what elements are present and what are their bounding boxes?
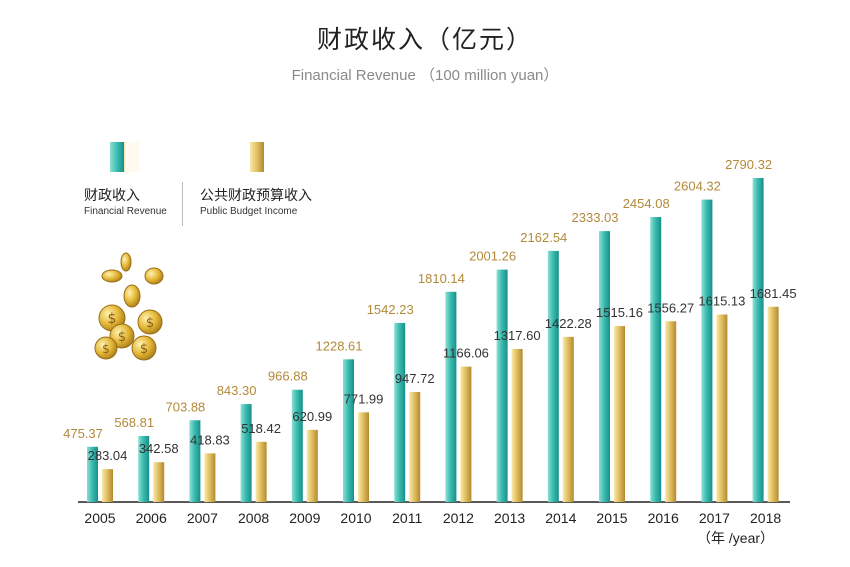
- data-label-financial-revenue-2016: 2454.08: [623, 196, 670, 211]
- bar-financial-revenue-2007: [189, 420, 201, 502]
- legend-label-public-budget-income-en: Public Budget Income: [200, 206, 298, 217]
- data-label-financial-revenue-2009: 966.88: [268, 369, 308, 384]
- x-tick-label-2014: 2014: [545, 510, 576, 526]
- data-label-financial-revenue-2014: 2162.54: [520, 230, 567, 245]
- bar-public-budget-income-2017: [716, 314, 728, 502]
- data-label-public-budget-income-2015: 1515.16: [596, 305, 643, 320]
- data-label-public-budget-income-2008: 518.42: [241, 421, 281, 436]
- data-label-public-budget-income-2013: 1317.60: [494, 328, 541, 343]
- data-label-public-budget-income-2012: 1166.06: [443, 346, 489, 361]
- bar-financial-revenue-2016: [650, 217, 662, 502]
- x-tick-label-2009: 2009: [289, 510, 320, 526]
- data-label-public-budget-income-2010: 771.99: [344, 391, 384, 406]
- data-label-financial-revenue-2018: 2790.32: [725, 157, 772, 172]
- svg-text:$: $: [108, 311, 117, 327]
- bar-financial-revenue-2009: [291, 389, 303, 502]
- svg-text:$: $: [102, 342, 110, 356]
- chart-subtitle: Financial Revenue （100 million yuan）: [291, 67, 559, 84]
- data-label-financial-revenue-2010: 1228.61: [316, 338, 363, 353]
- x-tick-label-2012: 2012: [443, 510, 474, 526]
- x-tick-label-2013: 2013: [494, 510, 525, 526]
- data-label-public-budget-income-2009: 620.99: [292, 409, 332, 424]
- legend-divider: [182, 182, 183, 226]
- bar-financial-revenue-2008: [240, 404, 252, 502]
- legend-swatch-gold: [250, 142, 264, 172]
- bar-financial-revenue-2006: [138, 435, 150, 502]
- data-label-public-budget-income-2018: 1681.45: [750, 286, 797, 301]
- chart-title: 财政收入（亿元）: [316, 25, 533, 54]
- bar-public-budget-income-2013: [511, 349, 523, 502]
- legend-swatch-public-budget-income: [124, 142, 139, 172]
- x-tick-label-2010: 2010: [340, 510, 371, 526]
- bar-public-budget-income-2010: [358, 412, 369, 502]
- x-tick-label-2006: 2006: [136, 510, 167, 526]
- bar-financial-revenue-2013: [496, 269, 508, 502]
- bar-public-budget-income-2008: [255, 441, 267, 502]
- data-label-public-budget-income-2005: 283.04: [88, 448, 128, 463]
- data-label-public-budget-income-2014: 1422.28: [545, 316, 592, 331]
- data-label-financial-revenue-2012: 1810.14: [418, 271, 465, 286]
- data-label-financial-revenue-2013: 2001.26: [469, 249, 516, 264]
- x-tick-label-2005: 2005: [84, 510, 115, 526]
- data-label-public-budget-income-2007: 418.83: [190, 432, 230, 447]
- x-tick-label-2015: 2015: [596, 510, 627, 526]
- bar-public-budget-income-2006: [153, 462, 165, 502]
- data-label-financial-revenue-2007: 703.88: [166, 399, 206, 414]
- data-label-public-budget-income-2016: 1556.27: [647, 300, 694, 315]
- legend-label-public-budget-income-cn: 公共财政预算收入: [200, 188, 312, 204]
- bar-financial-revenue-2012: [445, 291, 457, 502]
- legend-label-financial-revenue-cn: 财政收入: [84, 188, 140, 204]
- x-tick-label-2011: 2011: [392, 510, 422, 526]
- bar-public-budget-income-2016: [665, 321, 677, 502]
- bar-financial-revenue-2011: [394, 322, 406, 502]
- legend-label-financial-revenue-en: Financial Revenue: [84, 206, 167, 217]
- x-tick-label-2007: 2007: [187, 510, 218, 526]
- bar-financial-revenue-2014: [547, 250, 559, 502]
- data-label-financial-revenue-2005: 475.37: [63, 426, 103, 441]
- bar-financial-revenue-2018: [752, 178, 764, 502]
- data-label-public-budget-income-2017: 1615.13: [698, 293, 745, 308]
- bar-financial-revenue-2015: [599, 231, 610, 502]
- svg-text:$: $: [118, 330, 126, 345]
- data-label-public-budget-income-2006: 342.58: [139, 441, 179, 456]
- svg-text:$: $: [140, 342, 148, 357]
- bar-public-budget-income-2009: [306, 429, 318, 502]
- bar-public-budget-income-2007: [204, 453, 216, 502]
- bar-public-budget-income-2012: [460, 366, 472, 502]
- svg-text:$: $: [146, 316, 154, 331]
- legend-swatch-financial-revenue: [110, 142, 124, 172]
- bar-public-budget-income-2018: [767, 306, 779, 502]
- data-label-public-budget-income-2011: 947.72: [395, 371, 435, 386]
- data-label-financial-revenue-2017: 2604.32: [674, 179, 721, 194]
- bar-public-budget-income-2005: [102, 469, 113, 502]
- gold-coins-icon: $ $ $ $ $: [94, 252, 164, 361]
- legend: 财政收入 Financial Revenue 公共财政预算收入 Public B…: [84, 142, 344, 227]
- bar-financial-revenue-2010: [343, 359, 354, 502]
- data-label-financial-revenue-2008: 843.30: [217, 383, 257, 398]
- x-tick-label-2018: 2018: [750, 510, 781, 526]
- bar-public-budget-income-2014: [562, 336, 574, 502]
- data-label-financial-revenue-2015: 2333.03: [572, 210, 619, 225]
- x-axis-unit-label: （年 /year）: [697, 530, 775, 546]
- bar-public-budget-income-2015: [614, 326, 625, 502]
- bar-public-budget-income-2011: [409, 391, 421, 502]
- bar-financial-revenue-2005: [87, 446, 98, 502]
- x-tick-label-2016: 2016: [648, 510, 679, 526]
- data-label-financial-revenue-2011: 1542.23: [367, 302, 414, 317]
- x-tick-label-2017: 2017: [699, 510, 730, 526]
- data-label-financial-revenue-2006: 568.81: [114, 415, 154, 430]
- bar-financial-revenue-2017: [701, 199, 713, 502]
- x-tick-label-2008: 2008: [238, 510, 269, 526]
